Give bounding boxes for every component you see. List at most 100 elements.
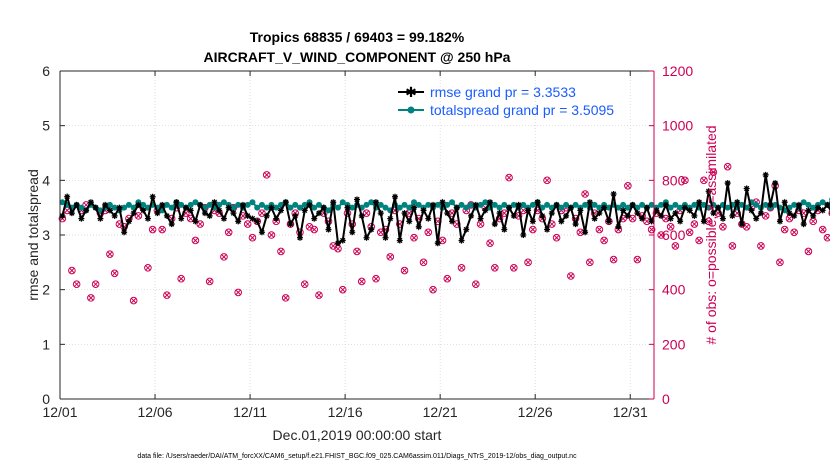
rmse-point: [273, 215, 280, 222]
y-tick-label-right: 1000: [662, 118, 693, 134]
y-axis-label-left: rmse and totalspread: [25, 169, 41, 301]
rmse-point: [163, 212, 170, 219]
obs-possible-point: [524, 258, 532, 267]
obs-assimilated-point: [805, 248, 812, 255]
spread-point: [520, 201, 527, 208]
obs-possible-point: [657, 231, 665, 239]
rmse-point: [292, 212, 299, 219]
y-tick-label-left: 1: [42, 336, 50, 352]
y-tick-label-left: 3: [42, 227, 50, 243]
rmse-point: [539, 212, 546, 219]
rmse-point: [672, 210, 679, 217]
rmse-point: [363, 234, 370, 241]
spread-point: [425, 201, 432, 208]
rmse-point: [377, 210, 384, 217]
obs-assimilated-point: [149, 226, 156, 233]
obs-possible-point: [353, 247, 361, 256]
rmse-point: [648, 218, 655, 225]
obs-assimilated-point: [88, 295, 94, 301]
rmse-point: [244, 212, 251, 219]
obs-assimilated-point: [629, 215, 636, 222]
obs-assimilated-point: [358, 278, 365, 285]
y-tick-label-left: 5: [42, 118, 50, 134]
rmse-point: [686, 207, 693, 214]
spread-point: [315, 201, 322, 208]
obs-possible-point: [700, 176, 708, 185]
obs-possible-point: [823, 233, 830, 242]
obs-assimilated-point: [111, 270, 118, 277]
obs-assimilated-point: [92, 281, 99, 288]
rmse-point: [116, 204, 123, 211]
spread-point: [672, 201, 679, 208]
obs-possible-point: [828, 210, 830, 217]
obs-assimilated-point: [187, 215, 194, 222]
spread-point: [292, 201, 299, 208]
obs-assimilated-point: [221, 254, 227, 260]
rmse-point: [463, 226, 470, 233]
rmse-point: [325, 226, 332, 233]
spread-point: [563, 201, 570, 208]
rmse-point: [534, 199, 541, 206]
rmse-point: [106, 207, 113, 214]
rmse-point: [187, 207, 194, 214]
spread-point: [667, 204, 674, 211]
rmse-point: [263, 212, 270, 219]
obs-assimilated-point: [491, 264, 498, 271]
legend: ✱ rmse grand pr = 3.3533 totalspread gra…: [398, 84, 614, 118]
spread-point: [311, 204, 318, 211]
rmse-point: [396, 237, 403, 244]
obs-assimilated-point: [586, 259, 593, 266]
rmse-point: [468, 212, 475, 219]
axes: [59, 70, 655, 400]
spread-point: [258, 201, 265, 208]
obs-possible-point: [372, 274, 380, 283]
obs-possible-point: [424, 228, 433, 237]
rmse-point: [178, 215, 185, 222]
obs-possible-point: [742, 223, 751, 231]
rmse-point: [111, 212, 118, 219]
rmse-point: [487, 199, 494, 206]
obs-assimilated-point: [777, 259, 783, 266]
obs-possible-point: [68, 266, 76, 275]
spread-point: [724, 204, 731, 211]
y-tick-label-right: 200: [662, 336, 686, 352]
spread-point: [572, 201, 579, 208]
obs-assimilated-point: [696, 237, 702, 244]
obs-assimilated-point: [64, 207, 70, 214]
chart-title-line1: Tropics 68835 / 69403 = 99.182%: [250, 29, 465, 45]
obs-assimilated-point: [634, 256, 641, 263]
obs-possible-point: [790, 228, 798, 237]
obs-possible-point: [243, 220, 252, 228]
rmse-point: [643, 204, 650, 211]
spread-point: [78, 204, 85, 211]
obs-possible-point: [719, 223, 727, 231]
obs-possible-point: [134, 212, 143, 220]
spread-point: [800, 199, 807, 206]
spread-point: [444, 201, 451, 208]
spread-point: [434, 201, 441, 208]
obs-possible-point: [486, 239, 494, 247]
obs-possible-point: [567, 272, 575, 280]
rmse-point: [548, 210, 555, 217]
spread-point: [368, 199, 375, 206]
obs-possible-point: [106, 250, 114, 258]
obs-possible-point: [258, 209, 266, 217]
rmse-point: [572, 221, 579, 228]
spread-point: [334, 204, 341, 211]
obs-assimilated-point: [458, 264, 465, 271]
spread-point: [529, 201, 536, 208]
rmse-point: [819, 207, 826, 214]
obs-assimilated-point: [401, 267, 408, 274]
rmse-point: [201, 210, 208, 217]
obs-possible-point: [277, 247, 285, 256]
rmse-point: [320, 204, 327, 211]
spread-point: [187, 201, 194, 208]
rmse-point: [482, 207, 489, 214]
obs-assimilated-point: [781, 226, 788, 233]
obs-possible-point: [624, 182, 632, 190]
rmse-point: [624, 212, 631, 219]
spread-point: [254, 204, 261, 211]
rmse-point: [434, 240, 441, 247]
rmse-point: [757, 210, 764, 217]
spread-point: [691, 201, 698, 208]
